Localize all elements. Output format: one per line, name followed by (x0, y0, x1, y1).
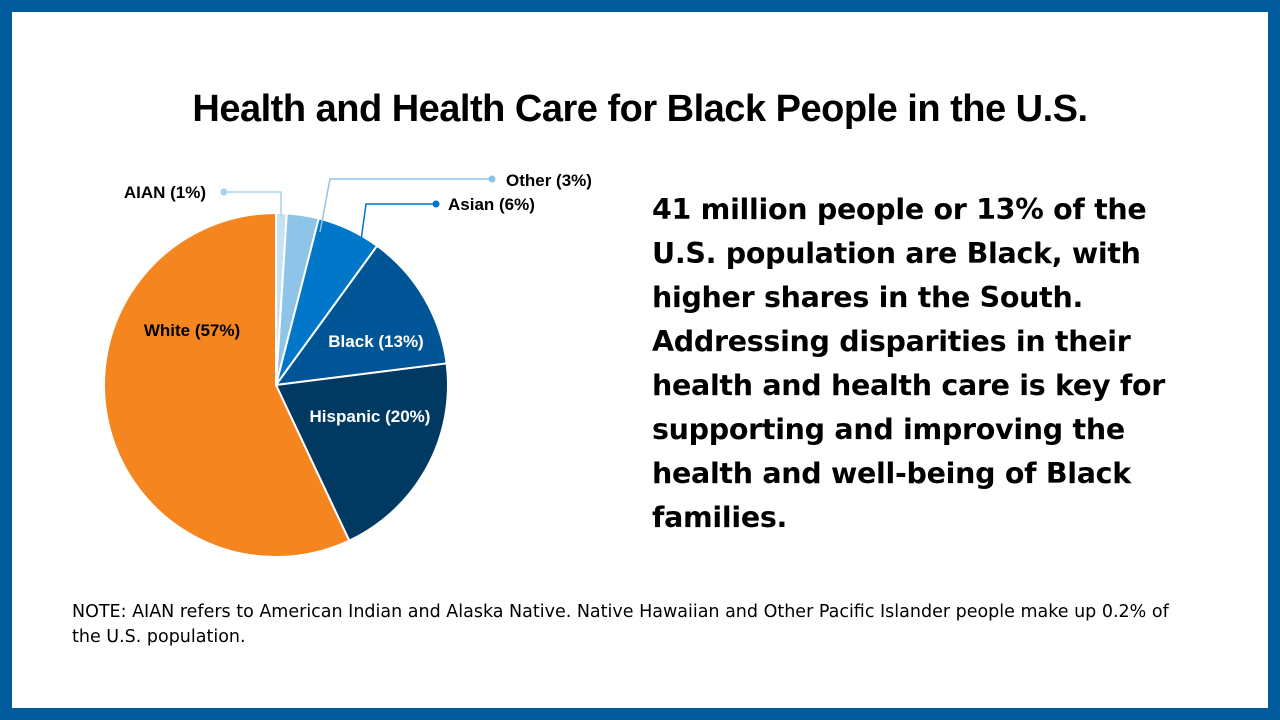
slice-label-black: Black (13%) (328, 332, 423, 351)
slide-title: Health and Health Care for Black People … (192, 88, 1088, 130)
leader-dot-asian (432, 200, 440, 208)
leader-dot-other (488, 175, 496, 183)
summary-text: 41 million people or 13% of the U.S. pop… (652, 193, 1165, 534)
leader-line-other (319, 178, 492, 233)
slice-label-other: Other (3%) (506, 171, 592, 190)
slice-label-aian: AIAN (1%) (124, 183, 206, 202)
footnote: NOTE: AIAN refers to American Indian and… (72, 602, 1169, 647)
slice-label-hispanic: Hispanic (20%) (310, 407, 431, 426)
slice-label-asian: Asian (6%) (448, 195, 535, 214)
leader-line-asian (359, 203, 436, 249)
leader-dot-aian (220, 188, 228, 196)
pie-slice-black (273, 244, 448, 387)
leader-line-aian (224, 191, 282, 216)
pie-slice-white (102, 211, 351, 558)
pie-chart: AIAN (1%) Other (3%) Asian (6%) Black (13%)… (102, 171, 592, 558)
slice-label-white: White (57%) (144, 321, 240, 340)
pie-slice-hispanic (274, 362, 449, 542)
